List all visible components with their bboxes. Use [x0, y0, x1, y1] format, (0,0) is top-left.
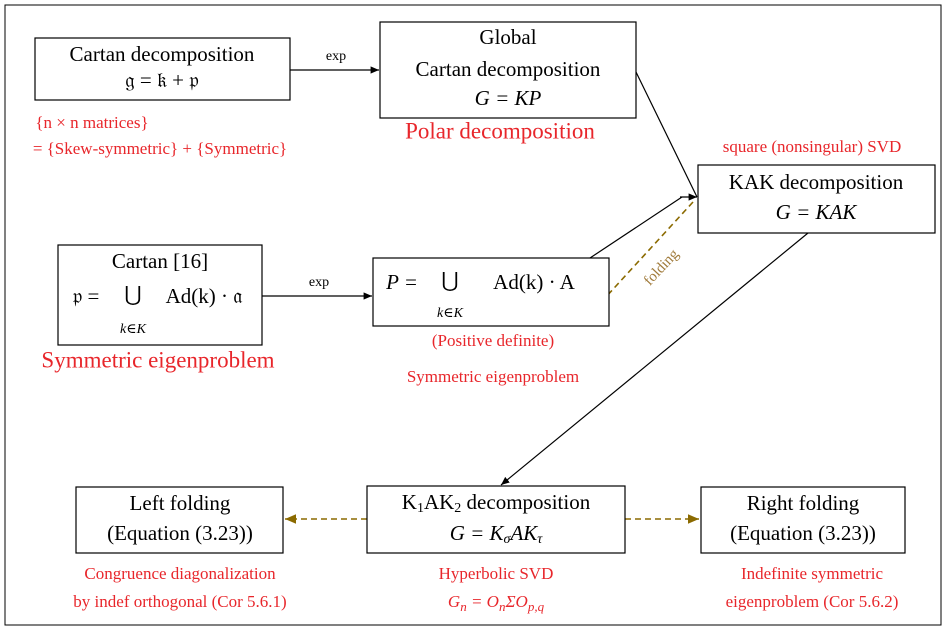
- box-text: (Equation (3.23)): [730, 521, 876, 545]
- box-text: K1AK2 decomposition: [402, 490, 591, 516]
- box: [57, 244, 263, 346]
- box: [697, 164, 936, 234]
- note: Indefinite symmetric: [741, 564, 884, 583]
- note: = {Skew-symmetric} + {Symmetric}: [33, 139, 287, 158]
- formula: ⋃: [124, 282, 141, 306]
- box: [75, 486, 284, 554]
- box-text: Right folding: [747, 491, 860, 515]
- frame: [4, 4, 942, 626]
- box-text: G = KAK: [776, 200, 858, 224]
- note: Polar decomposition: [405, 118, 595, 143]
- note: Gn = OnΣOp,q: [448, 592, 545, 614]
- box: [366, 485, 626, 554]
- box: [700, 486, 906, 554]
- note: Congruence diagonalization: [84, 564, 276, 583]
- formula: k∈K: [437, 306, 464, 321]
- note: (Positive definite): [432, 331, 554, 350]
- box-text: (Equation (3.23)): [107, 521, 253, 545]
- arrow: [500, 232, 809, 486]
- note: square (nonsingular) SVD: [723, 137, 901, 156]
- edge-label: exp: [326, 49, 346, 64]
- formula: 𝔭 =: [73, 284, 100, 308]
- dashed-arrow: [593, 201, 694, 311]
- box-text: Cartan [16]: [112, 249, 208, 273]
- box: [372, 257, 610, 327]
- line: [589, 196, 683, 259]
- formula: k∈K: [120, 322, 147, 337]
- box-text: Cartan decomposition: [416, 57, 601, 81]
- box-text: G = KP: [475, 86, 542, 110]
- note: Hyperbolic SVD: [439, 564, 554, 583]
- box-text: KAK decomposition: [729, 170, 904, 194]
- formula: Ad(k) · 𝔞: [166, 284, 243, 308]
- note: eigenproblem (Cor 5.6.2): [726, 592, 899, 611]
- line: [635, 71, 698, 198]
- box-text: 𝔤 = 𝔨 + 𝔭: [125, 68, 198, 92]
- note: by indef orthogonal (Cor 5.6.1): [73, 592, 286, 611]
- note: Symmetric eigenproblem: [407, 367, 579, 386]
- box-text: Cartan decomposition: [70, 42, 255, 66]
- box-text: Left folding: [130, 491, 231, 515]
- note: {n × n matrices}: [35, 113, 148, 132]
- formula: P =: [385, 270, 418, 294]
- box: [379, 21, 637, 119]
- note: Symmetric eigenproblem: [41, 347, 274, 372]
- box-text: Global: [479, 25, 536, 49]
- box: [34, 37, 291, 101]
- edge-label: folding: [641, 246, 683, 289]
- formula: ⋃: [441, 268, 458, 292]
- edge-label: exp: [309, 275, 329, 290]
- formula: G = KσAKτ: [450, 521, 544, 547]
- formula: Ad(k) · A: [493, 270, 575, 294]
